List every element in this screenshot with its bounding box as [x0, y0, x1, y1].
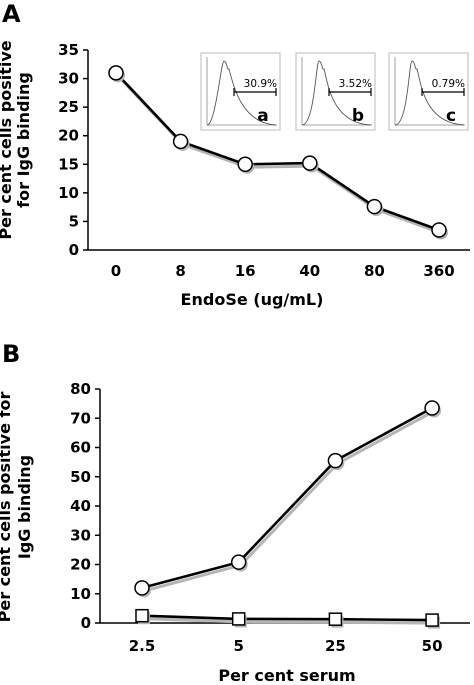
y-tick-label: 5 — [69, 212, 79, 230]
data-point-circle — [172, 133, 189, 150]
chart-panel-a: Per cent cells positivefor IgG binding E… — [0, 40, 470, 309]
histogram-curve — [394, 60, 465, 126]
histogram-curve — [301, 60, 372, 126]
y-tick-label: 40 — [70, 497, 91, 515]
x-tick-label: 25 — [325, 637, 346, 655]
inset-letter-label: a — [257, 106, 268, 126]
y-tick-label: 20 — [58, 127, 79, 145]
y-tick-label: 60 — [70, 439, 91, 457]
data-point-circle — [302, 155, 318, 171]
inset-letter-label: c — [446, 106, 456, 126]
flow-histogram-inset-b: 3.52% b — [295, 52, 376, 131]
y-tick-label: 30 — [70, 526, 91, 544]
flow-histogram-inset-a: 30.9% a — [200, 52, 281, 131]
series-0-line — [115, 72, 440, 232]
data-point-square — [135, 608, 149, 623]
y-tick-label: 80 — [70, 380, 91, 398]
x-tick-label: 360 — [423, 262, 454, 280]
data-point-square — [328, 612, 343, 626]
data-point-circle — [230, 554, 247, 570]
y-tick-label: 0 — [69, 241, 79, 259]
y-tick-label: 20 — [70, 556, 91, 574]
x-tick-label: 50 — [422, 637, 443, 655]
data-point-square — [231, 612, 246, 626]
data-point-circle — [134, 580, 150, 596]
series-1-line — [141, 614, 433, 622]
x-tick-label: 40 — [299, 262, 320, 280]
inset-percent-label: 0.79% — [432, 78, 465, 90]
data-point-circle — [108, 65, 124, 81]
y-tick-label: 15 — [58, 155, 79, 173]
inset-percent-label: 30.9% — [244, 78, 277, 90]
data-point-square — [425, 613, 439, 627]
flow-histogram-inset-c: 0.79% c — [388, 52, 469, 131]
inset-letter-label: b — [352, 106, 364, 126]
y-tick-label: 0 — [81, 614, 91, 632]
panel-b-x-label: Per cent serum — [218, 666, 355, 685]
series-1-shadow — [143, 617, 435, 625]
panel-b-letter: B — [2, 340, 20, 368]
y-tick-label: 70 — [70, 409, 91, 427]
y-tick-label: 35 — [58, 41, 79, 59]
y-tick-label: 25 — [58, 98, 79, 116]
data-point-circle — [327, 452, 344, 469]
inset-percent-label: 3.52% — [339, 78, 372, 90]
panel-a-y-label-line1: Per cent cells positivefor IgG binding — [0, 40, 33, 239]
data-point-circle — [366, 198, 383, 215]
x-tick-label: 0 — [111, 262, 121, 280]
series-0-line — [141, 406, 433, 590]
data-point-circle — [237, 156, 253, 173]
y-tick-label: 10 — [58, 184, 79, 202]
x-tick-label: 80 — [364, 262, 385, 280]
y-tick-label: 50 — [70, 468, 91, 486]
panel-a-x-label: EndoSe (ug/mL) — [181, 290, 324, 309]
y-tick-label: 10 — [70, 585, 91, 603]
x-tick-label: 2.5 — [129, 637, 156, 655]
data-point-circle — [431, 222, 447, 238]
x-tick-label: 5 — [233, 637, 243, 655]
series-0-shadow — [143, 409, 435, 593]
y-tick-label: 30 — [58, 70, 79, 88]
data-point-circle — [424, 400, 440, 416]
x-tick-label: 8 — [175, 262, 185, 280]
panel-b-y-label: Per cent cells positive forIgG binding — [0, 392, 34, 623]
panel-a-letter: A — [2, 0, 21, 28]
chart-panel-b: Per cent cells positive forIgG binding P… — [0, 380, 470, 685]
histogram-curve — [206, 60, 277, 126]
x-tick-label: 16 — [235, 262, 256, 280]
